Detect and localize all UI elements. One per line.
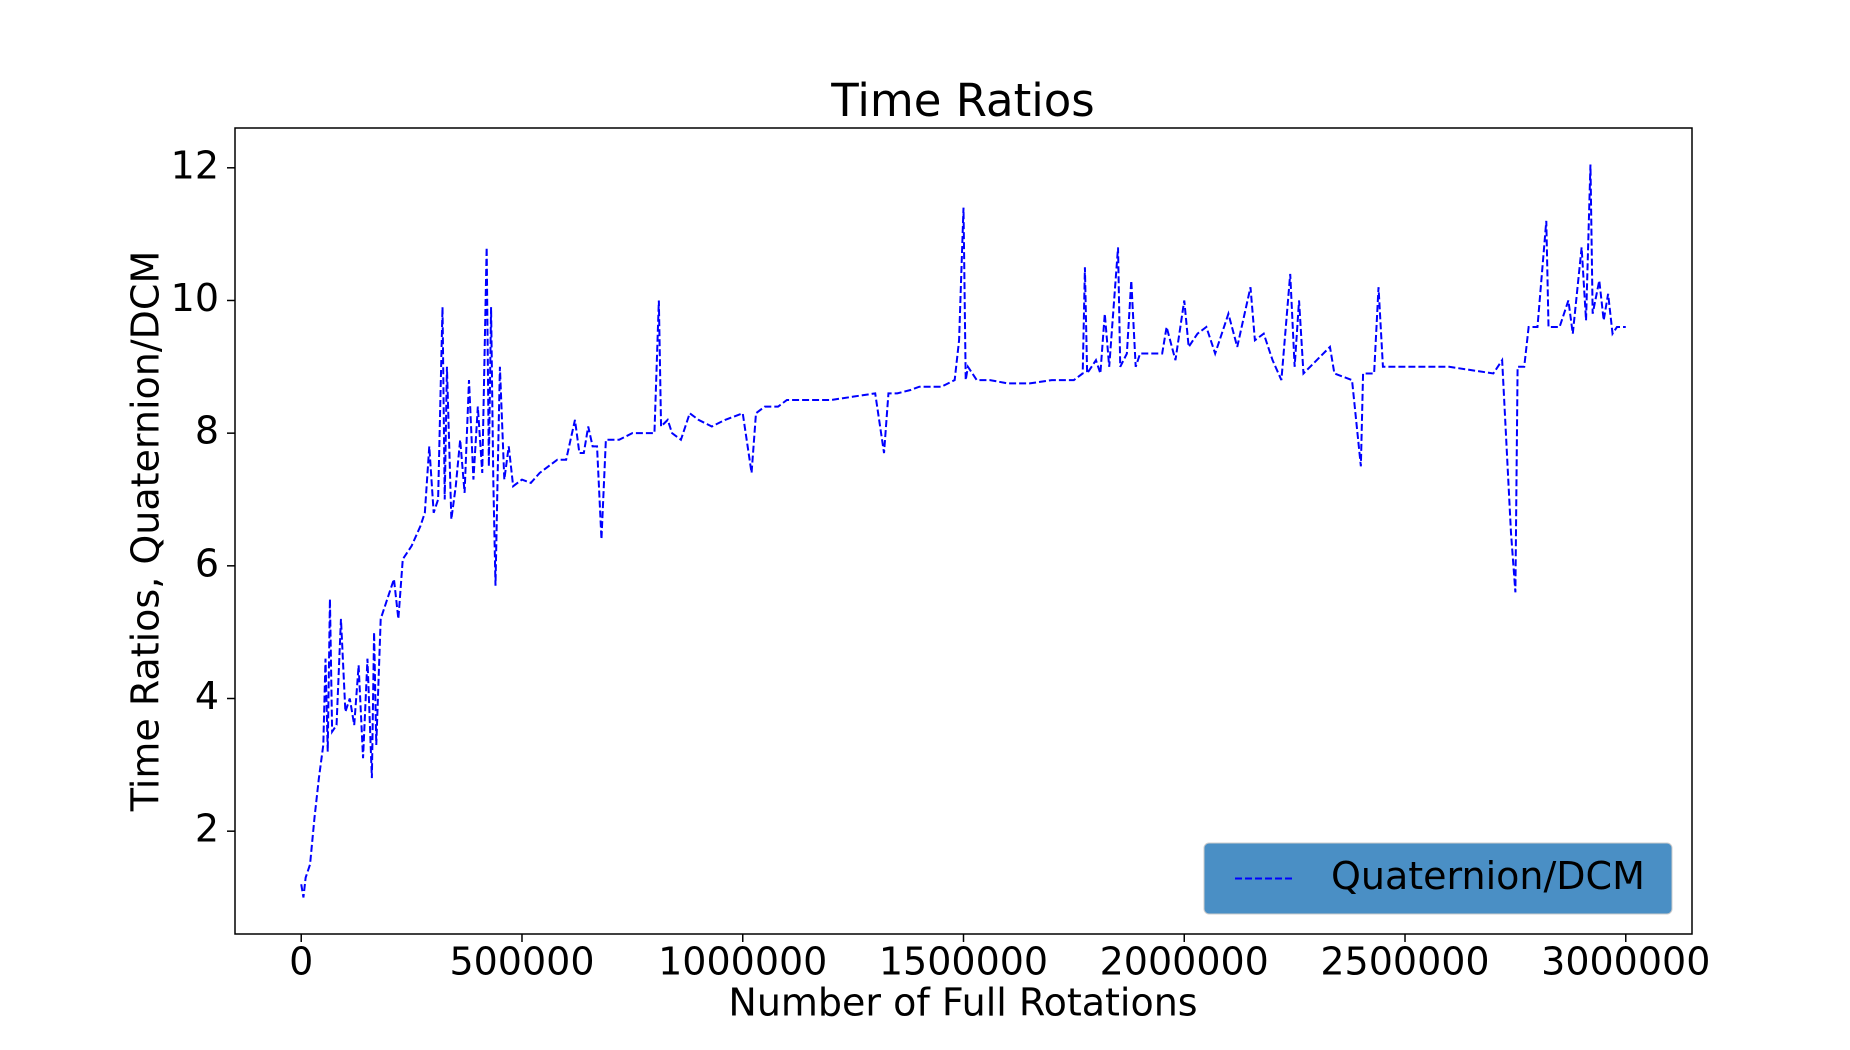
y-axis-label: Time Ratios, Quaternion/DCM [124, 251, 168, 812]
x-tick-label: 2000000 [1100, 940, 1269, 984]
y-tick-label: 10 [171, 276, 219, 320]
y-tick-label: 6 [195, 541, 219, 585]
plot-frame [234, 127, 1693, 935]
x-tick-label: 500000 [449, 940, 594, 984]
x-tick-label: 0 [289, 940, 313, 984]
x-tick-label: 1500000 [879, 940, 1048, 984]
y-tick-label: 12 [171, 143, 219, 187]
y-tick-label: 8 [195, 409, 219, 453]
data-line [300, 164, 1626, 898]
x-tick-label: 1000000 [658, 940, 827, 984]
chart-title: Time Ratios [830, 74, 1094, 127]
y-tick-label: 4 [195, 674, 219, 718]
x-axis-label: Number of Full Rotations [728, 981, 1197, 1025]
x-tick-label: 3000000 [1541, 940, 1710, 984]
y-tick-label: 2 [195, 807, 219, 851]
legend-box [1203, 842, 1673, 915]
legend-label: Quaternion/DCM [1331, 854, 1645, 898]
x-tick-label: 2500000 [1320, 940, 1489, 984]
